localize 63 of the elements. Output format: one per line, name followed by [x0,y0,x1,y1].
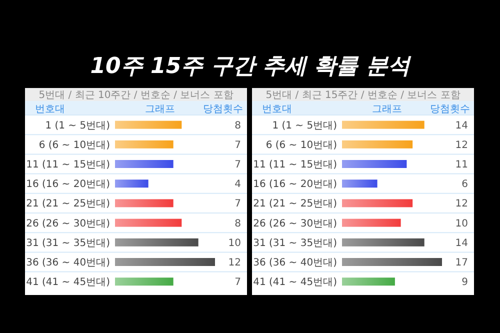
data-label: 7 [234,277,241,288]
y-tick-label: 11 (11 ~ 15번대) [253,160,338,170]
bar [115,199,174,208]
y-tick-label: 6 (6 ~ 10번대) [38,140,110,151]
y-tick-label: 31 (31 ~ 35번대) [253,238,338,249]
bar [342,160,407,168]
data-label: 10 [455,218,468,230]
data-label: 14 [455,238,468,249]
text: 10주 15주 구간 추세 확률 분석 [90,54,412,79]
bar [115,278,174,286]
bar [342,218,401,227]
data-label: 9 [462,277,468,288]
y-tick-label: 31 (31 ~ 35번대) [26,238,110,249]
data-label: 8 [234,120,241,132]
data-label: 10 [228,238,241,249]
y-tick-label: 1 (1 ~ 5번대) [272,120,338,132]
data-label: 12 [228,258,241,268]
bar [115,238,198,246]
bar [342,278,395,286]
y-tick-label: 36 (36 ~ 40번대) [26,258,110,268]
text: 당첨횟수 [430,104,470,115]
data-label: 6 [462,179,468,190]
bar [342,199,413,208]
bar [342,258,442,266]
bar [342,238,424,246]
data-label: 12 [455,198,468,210]
y-tick-label: 1 (1 ~ 5번대) [45,120,110,132]
y-tick-label: 26 (26 ~ 30번대) [26,218,110,230]
data-label: 4 [234,179,241,190]
bar [115,258,215,266]
chart-title: 5번대 / 최근 10주간 / 번호순 / 보너스 포함 [38,90,234,101]
y-tick-label: 41 (41 ~ 45번대) [253,277,338,288]
bar [342,180,378,188]
bar [115,160,174,168]
data-label: 11 [455,160,468,170]
y-tick-label: 36 (36 ~ 40번대) [253,258,338,268]
bar [342,140,413,148]
data-label: 12 [455,140,468,151]
y-tick-label: 41 (41 ~ 45번대) [26,277,110,288]
data-label: 7 [234,160,241,170]
y-tick-label: 26 (26 ~ 30번대) [253,218,338,230]
bar [342,120,424,129]
y-tick-label: 16 (16 ~ 20번대) [253,179,338,190]
bar [115,180,148,188]
chart-title: 5번대 / 최근 15주간 / 번호순 / 보너스 포함 [266,90,460,101]
y-tick-label: 21 (21 ~ 25번대) [26,198,110,210]
data-label: 7 [234,140,241,151]
bar [115,140,174,148]
y-tick-label: 6 (6 ~ 10번대) [266,140,338,151]
y-tick-label: 11 (11 ~ 15번대) [26,160,110,170]
data-label: 14 [455,120,468,132]
y-tick-label: 21 (21 ~ 25번대) [253,198,338,210]
data-label: 17 [455,258,468,268]
data-label: 8 [234,218,241,230]
data-label: 7 [234,198,241,210]
y-axis-title: 번호대 [262,104,292,115]
text: 당첨횟수 [203,104,243,115]
x-axis-title: 그래프 [372,104,402,115]
y-axis-title: 번호대 [35,104,65,115]
bar [115,120,182,129]
bar [115,218,182,227]
x-axis-title: 그래프 [145,104,175,115]
y-tick-label: 16 (16 ~ 20번대) [26,179,110,190]
